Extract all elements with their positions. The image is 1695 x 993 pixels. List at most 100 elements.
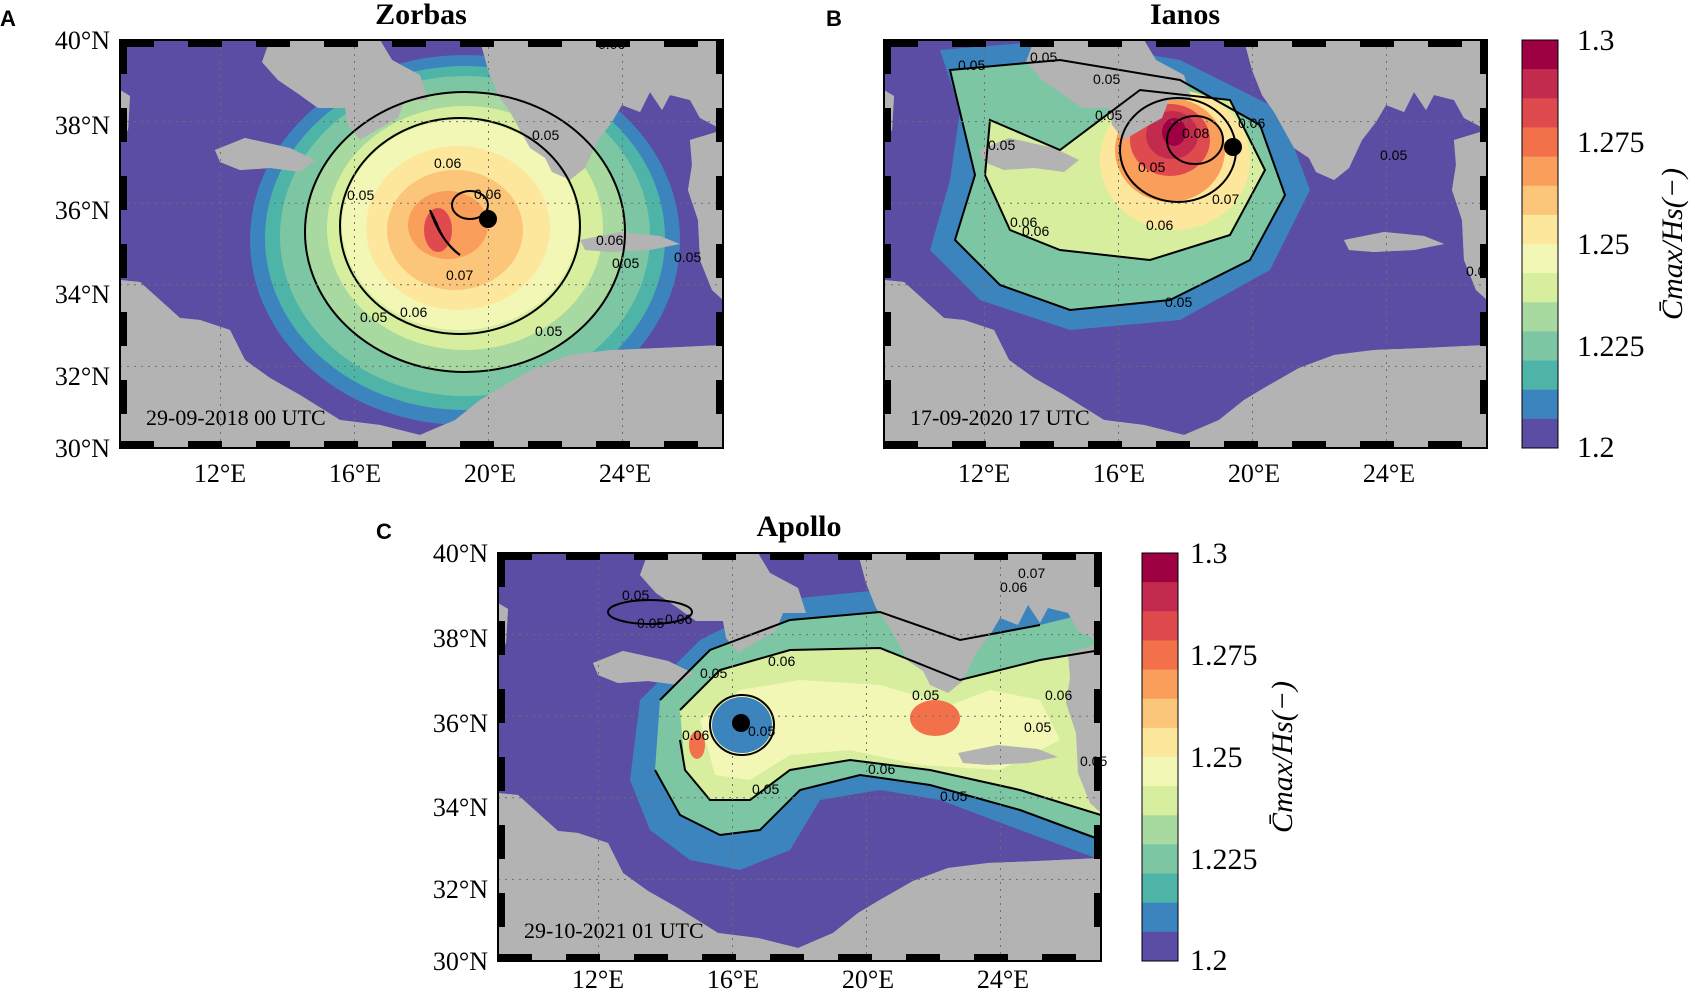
panel-letter-c: C xyxy=(376,519,392,544)
lat-tick: 38°N xyxy=(433,624,488,653)
colorbar-swatch xyxy=(1142,611,1178,641)
colorbar-swatch xyxy=(1142,727,1178,758)
colorbar-swatch xyxy=(1522,273,1558,303)
lat-axis-c: 40°N 38°N 36°N 34°N 32°N 30°N xyxy=(433,539,488,976)
colorbar-swatch xyxy=(1142,844,1178,875)
contour-label: 0.05 xyxy=(637,615,664,631)
colorbar-swatch xyxy=(1522,302,1558,332)
contour-label: 0.06 xyxy=(665,611,692,627)
colorbar-swatch xyxy=(1522,418,1558,449)
timestamp-b: 17-09-2020 17 UTC xyxy=(910,405,1090,430)
contour-label: 0.06 xyxy=(682,727,709,743)
colorbar-tick: 1.275 xyxy=(1577,126,1645,159)
contour-label: 0.0 xyxy=(1466,263,1486,279)
map-c xyxy=(498,553,1101,961)
cyclone-center-b xyxy=(1224,138,1242,156)
colorbar-swatch xyxy=(1142,553,1178,583)
colorbar-tick: 1.3 xyxy=(1577,24,1615,57)
contour-label: 0.05 xyxy=(532,127,559,143)
panel-letter-a: A xyxy=(0,6,16,31)
contour-label: 0.05 xyxy=(748,723,775,739)
colorbar-tick: 1.3 xyxy=(1190,537,1228,570)
lat-tick: 36°N xyxy=(55,196,110,225)
contour-label: 0.05 xyxy=(535,323,562,339)
lat-tick: 32°N xyxy=(55,362,110,391)
contour-label: 0.05 xyxy=(1080,753,1107,769)
timestamp-c: 29-10-2021 01 UTC xyxy=(524,918,704,943)
colorbar-swatch xyxy=(1142,582,1178,612)
colorbar-swatch xyxy=(1522,69,1558,99)
contour-label: 0.05 xyxy=(912,687,939,703)
contour-label: 0.05 xyxy=(700,665,727,681)
lon-tick: 20°E xyxy=(1228,459,1280,488)
lon-axis-b: 12°E 16°E 20°E 24°E xyxy=(958,459,1415,488)
contour-label: 0.05 xyxy=(1138,159,1165,175)
lon-tick: 12°E xyxy=(958,459,1010,488)
colorbar-swatch xyxy=(1142,786,1178,816)
contour-label: 0.05 xyxy=(1030,49,1057,65)
contour-label: 0.05 xyxy=(1165,294,1192,310)
contour-label: 0.06 xyxy=(434,155,461,171)
lon-tick: 12°E xyxy=(194,459,246,488)
contour-label: 0.05 xyxy=(988,137,1015,153)
contour-label: 0.05 xyxy=(347,187,374,203)
colorbar-tick: 1.225 xyxy=(1190,843,1258,876)
contour-label: 0.06 xyxy=(768,653,795,669)
colorbar-swatch xyxy=(1522,360,1558,391)
colorbar-swatch xyxy=(1522,156,1558,187)
colorbar-label: C̄max/Hs(−) xyxy=(1656,168,1689,320)
lat-tick: 34°N xyxy=(55,280,110,309)
colorbar-tick: 1.2 xyxy=(1577,431,1615,464)
lon-tick: 24°E xyxy=(1363,459,1415,488)
panel-a: A Zorbas 0.06 0. xyxy=(0,0,724,488)
timestamp-a: 29-09-2018 00 UTC xyxy=(146,405,326,430)
contour-label: 0.06 xyxy=(1238,115,1265,131)
colorbar-bottom: 1.3 1.275 1.25 1.225 1.2 C̄max/Hs(−) xyxy=(1141,537,1299,977)
lat-tick: 34°N xyxy=(433,793,488,822)
lon-tick: 16°E xyxy=(1093,459,1145,488)
lon-tick: 12°E xyxy=(572,965,624,993)
lat-tick: 38°N xyxy=(55,111,110,140)
contour-label: 0.06 xyxy=(868,761,895,777)
lat-tick: 30°N xyxy=(433,947,488,976)
contour-label: 0.06 xyxy=(596,232,623,248)
contour-label: 0.07 xyxy=(1018,565,1045,581)
map-a xyxy=(120,40,723,448)
contour-label: 0.05 xyxy=(940,788,967,804)
lat-tick: 40°N xyxy=(433,539,488,568)
colorbar-swatch xyxy=(1142,698,1178,729)
contour-label: 0.05 xyxy=(1024,719,1051,735)
cyclone-center-c xyxy=(732,714,750,732)
lon-tick: 16°E xyxy=(329,459,381,488)
panel-c: C Apollo 0.05 0.05 0.06 0.06 0.0 xyxy=(376,510,1107,993)
colorbar-tick: 1.25 xyxy=(1577,228,1630,261)
contour-label: 0.05 xyxy=(1380,147,1407,163)
contour-label: 0.06 xyxy=(598,36,625,52)
contour-label: 0.05 xyxy=(1095,107,1122,123)
lon-tick: 16°E xyxy=(707,965,759,993)
lat-tick: 30°N xyxy=(55,434,110,463)
contour-label: 0.05 xyxy=(612,255,639,271)
lat-tick: 40°N xyxy=(55,26,110,55)
panel-title-c: Apollo xyxy=(756,510,841,543)
lon-tick: 20°E xyxy=(464,459,516,488)
contour-label: 0.05 xyxy=(958,57,985,73)
contour-label: 0.06 xyxy=(1000,579,1027,595)
contour-label: 0.06 xyxy=(474,186,501,202)
contour-label: 0.05 xyxy=(360,309,387,325)
lon-tick: 24°E xyxy=(977,965,1029,993)
colorbar-swatch xyxy=(1522,331,1558,362)
colorbar-swatch xyxy=(1522,127,1558,158)
contour-label: 0.08 xyxy=(1182,125,1209,141)
panel-title-a: Zorbas xyxy=(375,0,467,31)
colorbar-swatch xyxy=(1142,931,1178,962)
lat-tick: 36°N xyxy=(433,709,488,738)
contour-label: 0.05 xyxy=(1093,71,1120,87)
map-b xyxy=(884,40,1487,448)
colorbar-tick: 1.2 xyxy=(1190,944,1228,977)
colorbar-swatch xyxy=(1142,757,1178,787)
contour-label: 0.05 xyxy=(622,587,649,603)
lon-axis-c: 12°E 16°E 20°E 24°E xyxy=(572,965,1029,993)
contour-label: 0.05 xyxy=(752,781,779,797)
